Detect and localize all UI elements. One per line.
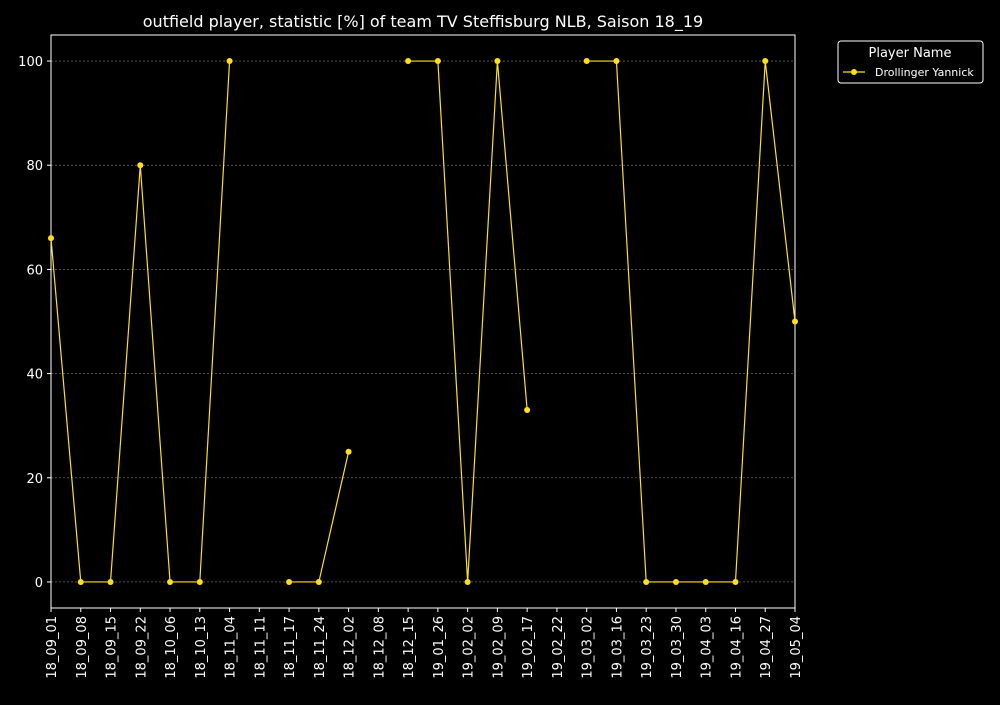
x-tick-label: 19_03_30	[670, 616, 685, 679]
x-tick-label: 19_05_04	[789, 616, 804, 679]
data-point	[464, 578, 471, 585]
data-point	[672, 578, 679, 585]
x-tick-label: 19_04_03	[700, 616, 715, 679]
x-tick-label: 18_11_24	[313, 616, 328, 679]
data-point	[732, 578, 739, 585]
x-tick-label: 18_10_13	[194, 616, 209, 679]
x-tick-label: 19_04_27	[759, 616, 774, 679]
data-point	[405, 58, 412, 65]
x-tick-label: 18_09_01	[45, 616, 60, 679]
data-point	[77, 578, 84, 585]
x-tick-label: 19_03_16	[610, 616, 625, 679]
legend-title: Player Name	[869, 46, 952, 61]
data-point	[196, 578, 203, 585]
x-tick-label: 19_02_22	[551, 616, 566, 679]
x-tick-label: 18_09_15	[105, 616, 120, 679]
y-tick-label: 60	[26, 263, 43, 278]
chart-title: outfield player, statistic [%] of team T…	[143, 12, 703, 32]
data-point	[702, 578, 709, 585]
x-tick-label: 18_09_22	[134, 616, 149, 679]
data-point	[167, 578, 174, 585]
x-tick-label: 18_09_08	[75, 616, 90, 679]
data-point	[226, 58, 233, 65]
data-point	[762, 58, 769, 65]
x-tick-label: 19_02_09	[491, 616, 506, 679]
y-tick-label: 40	[26, 368, 43, 383]
legend: Player Name Drollinger Yannick	[837, 40, 984, 84]
data-point	[48, 235, 54, 242]
x-tick-label: 19_04_16	[729, 616, 744, 679]
data-point	[434, 58, 441, 65]
x-tick-label: 19_01_26	[432, 616, 447, 679]
data-point	[494, 58, 501, 65]
legend-series-marker	[851, 69, 857, 75]
data-point	[286, 578, 293, 585]
series-line	[586, 60, 796, 583]
y-tick-label: 20	[26, 472, 43, 487]
y-tick-label: 0	[35, 576, 43, 591]
x-tick-label: 18_10_06	[164, 616, 179, 679]
data-point	[792, 318, 798, 325]
axes-layer: 0 20 40 60 80 100 18_09_01 18_09_08 18_09_15 18_0…	[18, 34, 804, 679]
data-point	[315, 578, 322, 585]
x-tick-label: 19_03_02	[581, 616, 596, 679]
data-point	[583, 58, 590, 65]
x-tick-label: 18_11_04	[224, 616, 239, 679]
data-point	[345, 448, 352, 455]
x-tick-label: 18_12_08	[372, 616, 387, 679]
data-point	[643, 578, 650, 585]
data-point	[107, 578, 114, 585]
x-tick-label: 19_02_17	[521, 616, 536, 679]
x-tick-label: 18_12_15	[402, 616, 417, 679]
legend-series-label: Drollinger Yannick	[875, 66, 974, 79]
y-tick-label: 100	[18, 55, 43, 70]
x-tick-label: 19_03_23	[640, 616, 655, 679]
x-tick-label: 18_12_02	[343, 616, 358, 679]
data-point	[613, 58, 620, 65]
data-point	[524, 407, 531, 414]
x-tick-label: 18_11_11	[253, 616, 268, 679]
y-tick-label: 80	[26, 159, 43, 174]
x-tick-label: 19_02_02	[462, 616, 477, 679]
legend-box	[837, 40, 984, 84]
series-layer	[48, 58, 798, 585]
data-point	[137, 162, 144, 169]
x-tick-label: 18_11_17	[283, 616, 298, 679]
